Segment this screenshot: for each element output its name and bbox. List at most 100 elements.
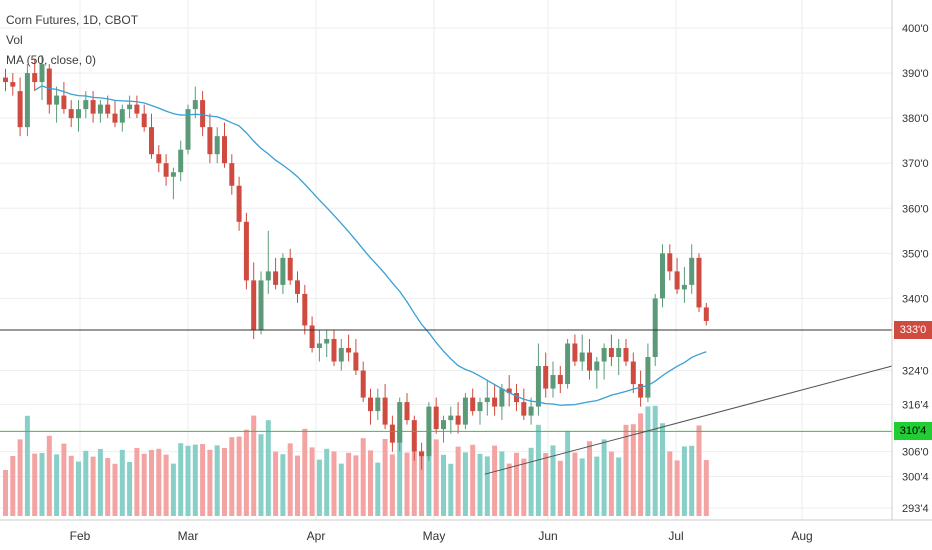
candle-body	[112, 113, 118, 123]
candle-body	[535, 366, 541, 407]
volume-bar	[68, 455, 74, 516]
candle-body	[484, 397, 490, 403]
candle-body	[601, 348, 607, 362]
volume-bar	[10, 456, 16, 516]
candle-body	[477, 402, 483, 412]
volume-bar	[652, 405, 658, 516]
volume-bar	[76, 461, 81, 516]
candle-body	[207, 127, 213, 155]
price-tick-label: 380'0	[902, 113, 929, 125]
volume-bar	[170, 463, 176, 516]
volume-bar	[316, 459, 322, 516]
volume-bar	[441, 454, 446, 516]
volume-bar	[207, 449, 213, 516]
candle-body	[68, 109, 74, 119]
candle-body	[514, 393, 519, 403]
volume-bar	[39, 453, 45, 516]
candle-body	[521, 402, 527, 416]
candle-body	[689, 257, 695, 285]
volume-bar	[163, 454, 169, 516]
volume-bar	[134, 448, 140, 516]
volume-bar	[324, 448, 330, 516]
price-tick-label: 300'4	[902, 471, 929, 483]
price-axis-labels: 400'0 390'0 380'0 370'0 360'0 350'0 340'0 324'0…	[902, 23, 929, 515]
volume-bar	[346, 452, 352, 516]
volume-bar	[528, 447, 534, 516]
volume-bar	[83, 450, 89, 516]
candle-body	[192, 100, 198, 110]
volume-bar	[557, 460, 563, 516]
candle-body	[163, 163, 169, 177]
candle-body	[251, 280, 257, 330]
volume-bar	[543, 453, 549, 516]
volume-bar	[470, 444, 476, 516]
volume-bar	[499, 451, 505, 516]
candle-body	[324, 338, 330, 344]
candle-body	[10, 82, 16, 87]
volume-bar	[587, 441, 592, 516]
volume-bar	[178, 443, 184, 516]
candle-body	[156, 154, 162, 164]
candle-body	[61, 95, 67, 110]
volume-bar	[638, 413, 644, 516]
current-price-badge: 333'0	[894, 320, 932, 339]
volume-bar	[273, 451, 279, 516]
candle-body	[681, 284, 687, 290]
price-tick-label: 306'0	[902, 447, 929, 459]
candle-body	[170, 172, 176, 177]
candle-body	[572, 343, 578, 362]
candle-body	[309, 325, 315, 348]
candle-body	[360, 370, 366, 398]
volume-bar	[594, 456, 600, 516]
candle-body	[295, 280, 300, 294]
candle-body	[411, 420, 417, 452]
candle-body	[645, 357, 651, 398]
volume-bar	[382, 439, 388, 516]
volume-bar	[54, 454, 60, 516]
candle-body	[696, 257, 702, 308]
candle-body	[97, 104, 103, 114]
candle-body	[630, 361, 636, 385]
volume-bar	[97, 449, 103, 516]
price-tick-label: 324'0	[902, 366, 929, 378]
time-axis-labels: Feb Mar Apr May Jun Jul Aug	[70, 529, 813, 543]
volume-bar	[127, 462, 133, 516]
volume-bar	[295, 455, 300, 516]
candle-body	[54, 95, 60, 105]
candle-body	[338, 348, 344, 362]
candle-body	[90, 100, 96, 114]
volume-bar	[222, 448, 227, 516]
volume-bar	[185, 445, 191, 516]
candle-body	[674, 271, 680, 290]
candle-body	[134, 104, 140, 114]
volume-bar	[236, 436, 242, 516]
volume-bar	[645, 406, 651, 516]
candle-body	[236, 185, 242, 222]
volume-bar	[411, 452, 417, 516]
candle-body	[222, 136, 227, 164]
volume-bar	[521, 458, 527, 516]
volume-bar	[630, 424, 636, 516]
volume-legend: Vol	[6, 33, 23, 47]
volume-bar	[90, 456, 96, 516]
volume-bar	[514, 452, 519, 516]
candle-body	[433, 406, 439, 430]
volume-bar	[3, 470, 8, 516]
candle-body	[462, 397, 468, 425]
candle-body	[105, 104, 111, 114]
price-tick-label: 360'0	[902, 203, 929, 215]
candle-body	[587, 352, 592, 371]
volume-bar	[492, 445, 498, 516]
time-tick-label: May	[423, 529, 446, 543]
time-tick-label: Apr	[307, 529, 326, 543]
price-tick-label: 316'4	[902, 399, 929, 411]
candle-body	[703, 307, 709, 321]
volume-bar	[667, 451, 673, 516]
volume-bar	[243, 429, 249, 516]
chart-legend: Corn Futures, 1D, CBOT Vol MA (50, close…	[6, 10, 138, 70]
candle-body	[594, 361, 600, 371]
candle-body	[280, 257, 286, 285]
symbol-title: Corn Futures, 1D, CBOT	[6, 13, 139, 27]
volume-bar	[214, 445, 220, 516]
